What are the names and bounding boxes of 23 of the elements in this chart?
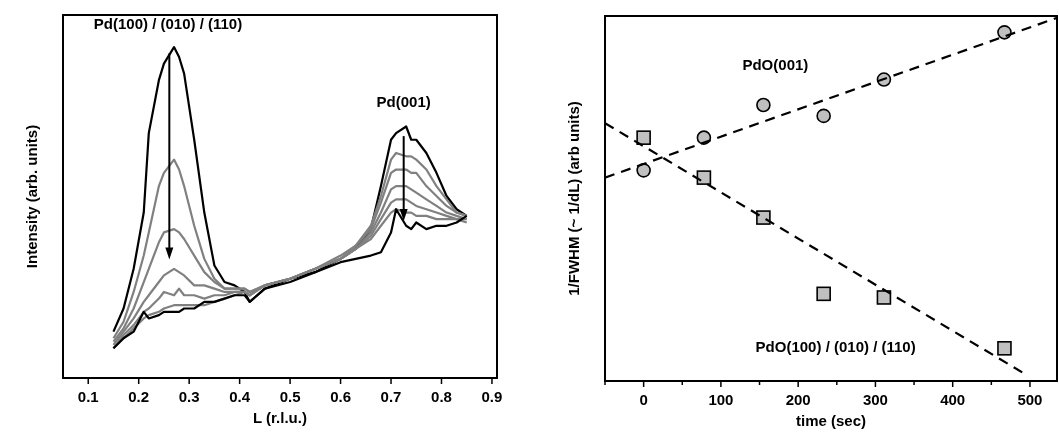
x-axis-title: L (r.l.u.) [253, 409, 307, 426]
x-tick-label: 0.2 [128, 388, 150, 405]
x-tick-label: 0.1 [77, 388, 99, 405]
x-tick-label: 400 [940, 391, 966, 408]
x-tick-label: 0.8 [431, 388, 452, 405]
text: Pd(100) / (010) / (110) [93, 15, 243, 33]
y-axis-title: Intensity (arb. units) [23, 124, 40, 269]
x-tick-label: 100 [708, 391, 734, 408]
x-tick-label: 0 [639, 391, 648, 408]
x-tick-label: 500 [1017, 391, 1043, 408]
annotation: Pd(001) [376, 93, 431, 111]
text: PdO(100) / (010) / (110) [755, 337, 916, 355]
x-tick-label: 300 [862, 391, 888, 408]
text: PdO(001) [742, 55, 809, 73]
x-tick-label: 0.9 [481, 388, 503, 405]
y-axis-title: 1/FWHM (~ 1/dL) (arb units) [565, 101, 582, 296]
x-tick-label: 0.3 [178, 388, 200, 405]
x-tick-label: 200 [785, 391, 811, 408]
x-tick-label: 0.5 [279, 388, 301, 405]
x-tick-label: 0.4 [229, 388, 251, 405]
x-axis-title: time (sec) [795, 412, 867, 429]
x-tick-label: 0.7 [380, 388, 402, 405]
x-tick-label: 0.6 [330, 388, 351, 405]
